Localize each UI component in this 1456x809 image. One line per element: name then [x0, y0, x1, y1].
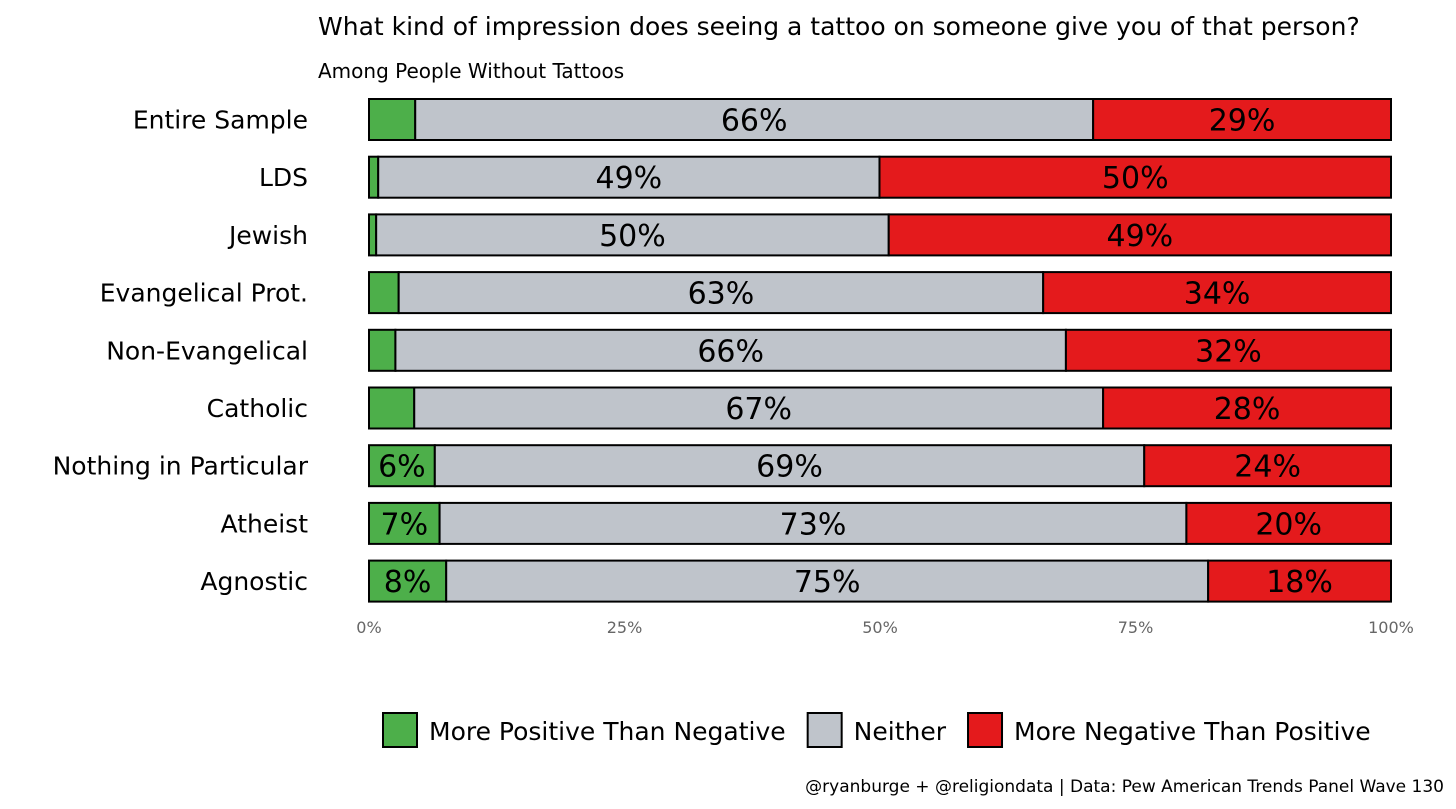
- chart-subtitle: Among People Without Tattoos: [318, 59, 624, 83]
- x-tick-label: 25%: [607, 618, 643, 637]
- bar-segment: [397, 271, 1045, 315]
- legend-label: More Negative Than Positive: [1014, 717, 1371, 746]
- bar-segment: [1042, 271, 1392, 315]
- data-label: 32%: [1195, 334, 1262, 369]
- legend-label: Neither: [854, 717, 947, 746]
- data-label: 50%: [1102, 161, 1169, 196]
- bar-segment: [368, 328, 397, 372]
- bar-segment: [887, 213, 1392, 257]
- x-tick-label: 0%: [356, 618, 381, 637]
- bar-segment: [368, 98, 417, 141]
- data-label: 66%: [697, 334, 764, 369]
- bar-segment: [438, 501, 1188, 545]
- category-label: Jewish: [227, 221, 308, 250]
- data-label: 28%: [1214, 392, 1281, 427]
- bar-segment: [377, 155, 881, 199]
- data-label: 29%: [1209, 104, 1276, 139]
- data-label: 69%: [756, 450, 823, 485]
- data-label: 24%: [1234, 450, 1301, 485]
- legend: More Positive Than Negative Neither More N…: [382, 712, 1371, 748]
- bar-segment: [414, 98, 1095, 141]
- x-tick-label: 75%: [1118, 618, 1154, 637]
- bar-segment: [368, 213, 378, 257]
- bar-segment: [368, 559, 448, 603]
- data-label: 63%: [688, 277, 755, 312]
- x-tick-label: 100%: [1368, 618, 1414, 637]
- x-axis-ticks: 0% 25% 50% 75% 100%: [356, 618, 1414, 637]
- bar-segment: [1143, 444, 1392, 488]
- chart-caption: @ryanburge + @religiondata | Data: Pew A…: [805, 777, 1444, 797]
- bar-segment: [878, 155, 1392, 199]
- data-label: 49%: [596, 161, 663, 196]
- category-label: Atheist: [221, 509, 309, 538]
- legend-swatch: [382, 712, 418, 748]
- bar-segment: [1102, 386, 1392, 430]
- legend-swatch: [967, 712, 1004, 748]
- data-label: 18%: [1266, 565, 1333, 600]
- data-label: 75%: [794, 565, 861, 600]
- data-label: 8%: [384, 565, 432, 600]
- bar-segment: [375, 213, 890, 257]
- data-label: 73%: [780, 507, 847, 542]
- data-label: 49%: [1107, 219, 1174, 254]
- data-label: 67%: [725, 392, 792, 427]
- category-label: Entire Sample: [133, 106, 308, 135]
- legend-swatch: [806, 712, 843, 748]
- data-label: 34%: [1184, 277, 1251, 312]
- category-label: Catholic: [207, 394, 308, 423]
- data-label: 20%: [1255, 507, 1322, 542]
- category-label: Agnostic: [200, 567, 308, 596]
- bar-segment: [1207, 559, 1393, 603]
- legend-label: More Positive Than Negative: [429, 717, 786, 746]
- bar-segment: [368, 155, 380, 199]
- category-label: LDS: [259, 163, 308, 192]
- bar-segment: [368, 501, 441, 545]
- bar-segment: [394, 328, 1067, 372]
- bars-group: Entire Sample 66% 29% LDS 49% 50% Jewish 50% 49%…: [53, 98, 1393, 603]
- bar-segment: [1092, 98, 1392, 141]
- data-label: 66%: [721, 104, 788, 139]
- data-label: 50%: [599, 219, 666, 254]
- bar-segment: [368, 386, 416, 430]
- category-label: Nothing in Particular: [53, 452, 309, 481]
- bar-segment: [445, 559, 1210, 603]
- chart-title: What kind of impression does seeing a ta…: [318, 12, 1360, 41]
- category-label: Evangelical Prot.: [100, 279, 308, 308]
- bar-segment: [368, 444, 436, 488]
- x-tick-label: 50%: [862, 618, 898, 637]
- bar-segment: [368, 271, 400, 315]
- bar-segment: [433, 444, 1146, 488]
- bar-segment: [1185, 501, 1392, 545]
- data-label: 7%: [380, 507, 428, 542]
- bar-segment: [1064, 328, 1392, 372]
- category-label: Non-Evangelical: [106, 336, 308, 365]
- data-label: 6%: [378, 450, 426, 485]
